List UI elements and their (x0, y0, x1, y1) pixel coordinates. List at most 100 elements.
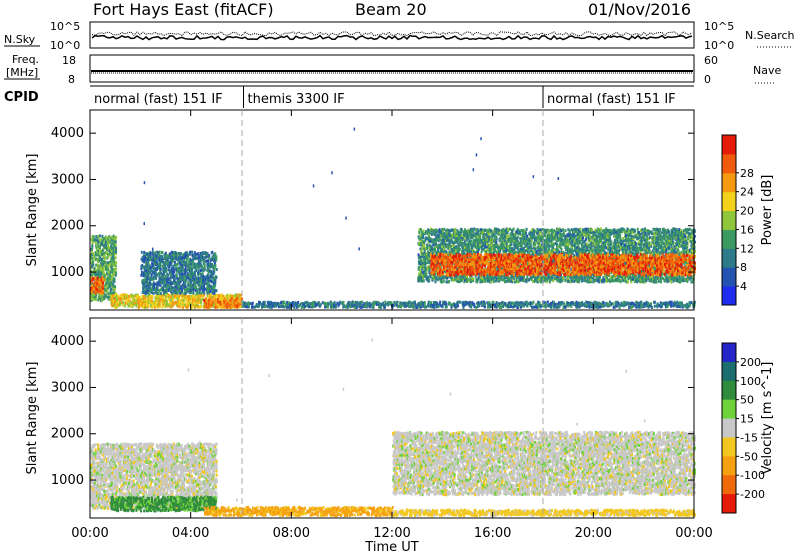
data-cell (238, 296, 241, 300)
data-cell (428, 271, 431, 274)
data-cell (98, 259, 101, 263)
data-cell (225, 300, 228, 304)
data-cell (202, 280, 205, 284)
data-cell (182, 301, 185, 304)
data-cell (97, 257, 100, 261)
data-cell (166, 295, 169, 299)
data-cell (159, 264, 161, 268)
data-cell (151, 305, 154, 309)
data-cell (418, 275, 421, 279)
data-cell (114, 246, 117, 250)
data-cell (192, 291, 195, 295)
data-cell (454, 227, 457, 231)
data-cell (581, 276, 584, 280)
data-cell (442, 279, 445, 283)
data-cell (200, 272, 203, 276)
data-cell (424, 274, 427, 278)
data-cell (418, 237, 421, 241)
data-cell (195, 285, 198, 289)
data-cell (103, 254, 106, 258)
data-cell (101, 277, 104, 281)
data-cell (140, 267, 143, 271)
data-cell (207, 256, 210, 260)
data-cell (206, 265, 209, 269)
data-cell (173, 270, 176, 274)
data-cell (126, 295, 129, 299)
data-cell (210, 303, 213, 307)
data-cell (172, 253, 175, 257)
data-cell (98, 234, 101, 238)
data-cell (185, 299, 188, 303)
data-cell (90, 256, 93, 260)
data-cell (206, 254, 209, 258)
data-cell (206, 273, 209, 277)
data-cell (210, 264, 213, 268)
data-cell (103, 241, 106, 245)
data-cell (419, 233, 422, 237)
data-cell (239, 301, 242, 305)
data-cell (172, 264, 175, 268)
data-cell (424, 262, 427, 266)
data-cell (420, 265, 422, 269)
data-cell (99, 294, 102, 298)
data-cell (530, 247, 533, 251)
data-cell (124, 301, 127, 305)
data-cell (113, 277, 116, 281)
data-cell (425, 252, 428, 256)
data-cell (179, 289, 182, 293)
noise-left-label: N.Sky (4, 33, 36, 46)
data-cell (213, 285, 216, 289)
data-cell (201, 297, 204, 301)
cpid-segments: normal (fast) 151 IF themis 3300 IF normal… (94, 86, 676, 108)
data-cell (138, 305, 141, 308)
data-cell (110, 265, 113, 269)
data-cell (221, 300, 224, 304)
data-cell (155, 276, 158, 280)
data-cell (437, 239, 440, 243)
data-cell (158, 250, 161, 254)
data-cell (127, 299, 130, 302)
data-cell (418, 262, 421, 265)
data-cell (418, 231, 421, 234)
noise-tick-bottom-right: 10^0 (704, 39, 734, 52)
data-cell (110, 287, 113, 291)
data-cell (154, 286, 157, 290)
data-cell (100, 281, 103, 284)
data-cell (429, 237, 432, 241)
data-cell (159, 292, 162, 296)
data-cell (111, 241, 114, 245)
freq-panel: Freq. [MHz] 18 8 60 0 Nave (4, 53, 781, 86)
data-cell (166, 288, 169, 292)
data-cell (149, 270, 152, 274)
data-cell (196, 264, 199, 268)
data-cell (143, 257, 146, 261)
data-cell (495, 235, 498, 239)
data-cell (112, 250, 115, 254)
data-cell (209, 300, 212, 304)
data-cell (183, 275, 186, 279)
data-cell (165, 299, 168, 303)
data-cell (106, 246, 109, 250)
data-cell (233, 294, 236, 297)
data-cell (108, 261, 111, 264)
data-cell (422, 261, 425, 265)
data-cell (214, 283, 217, 287)
data-cell (200, 291, 203, 295)
data-cell (100, 288, 103, 292)
data-cell (525, 227, 528, 231)
data-cell (418, 241, 421, 245)
data-cell (147, 252, 150, 256)
data-cell (116, 298, 119, 302)
data-cell (196, 288, 199, 292)
data-cell (167, 254, 170, 258)
data-cell (178, 256, 181, 260)
data-cell (165, 266, 168, 270)
data-cell (203, 298, 206, 302)
data-cell (227, 294, 230, 298)
data-cell (215, 275, 218, 279)
data-cell (110, 256, 113, 260)
data-cell (427, 228, 430, 232)
data-cell (186, 274, 189, 278)
data-cell (97, 284, 100, 288)
noise-traces (91, 31, 693, 41)
